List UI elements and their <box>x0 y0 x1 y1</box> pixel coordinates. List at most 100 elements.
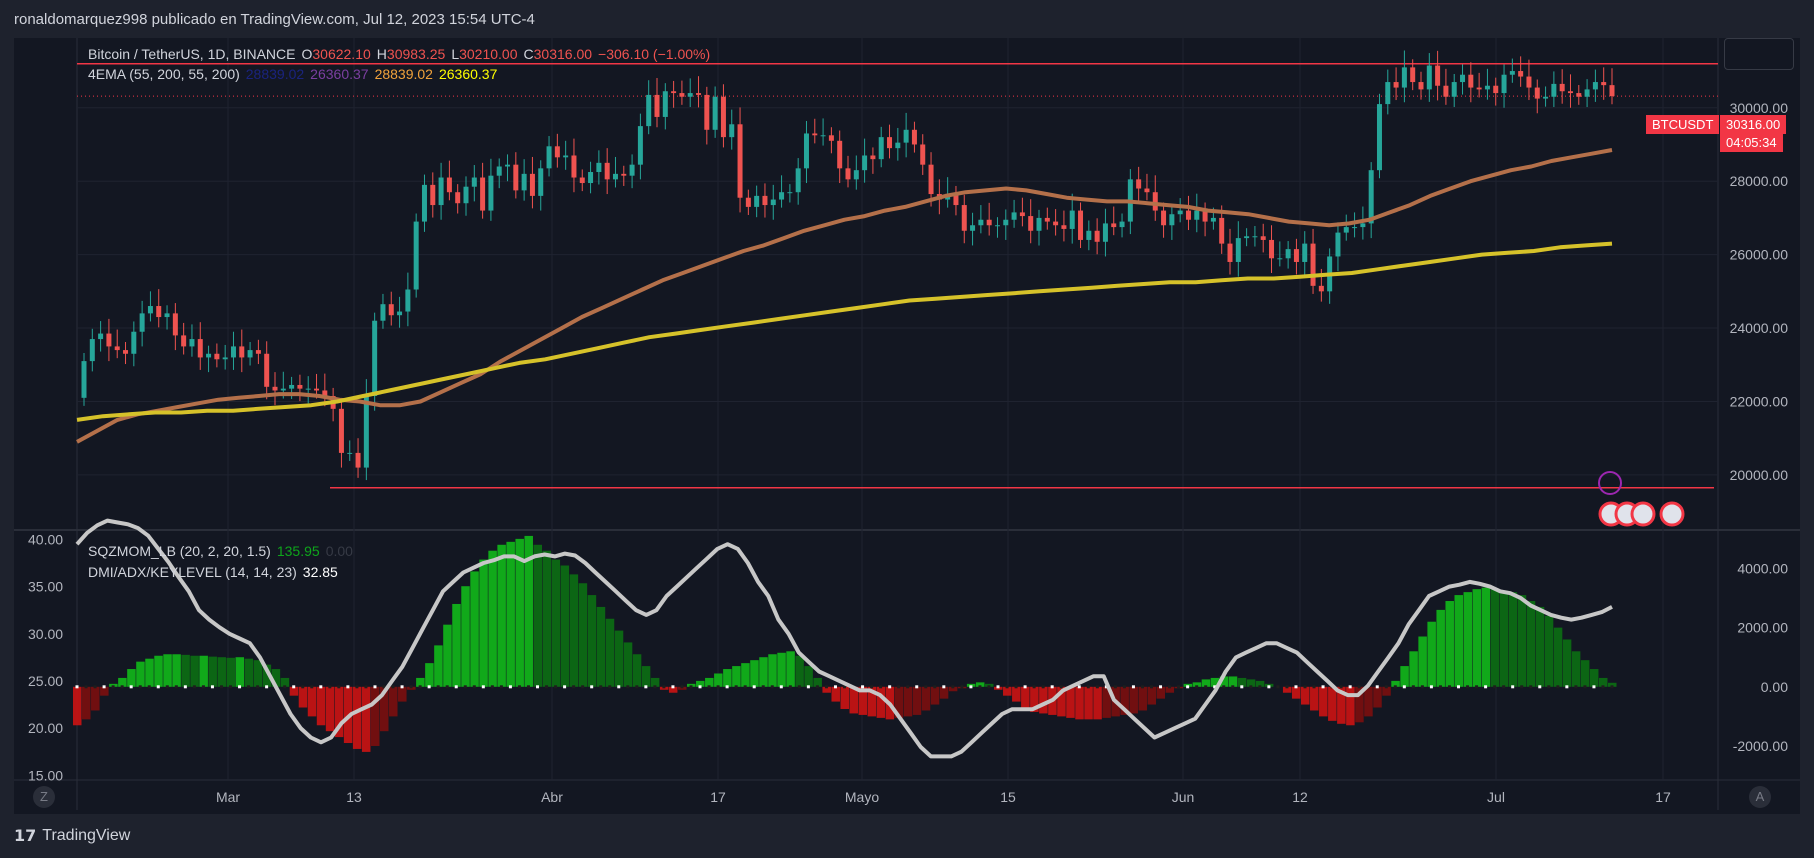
sqz-bar <box>1210 677 1220 687</box>
dmi-label[interactable]: DMI/ADX/KEYLEVEL (14, 14, 23) <box>88 564 297 580</box>
candle-body <box>1244 236 1250 239</box>
x-tick-label: Mayo <box>845 789 879 805</box>
candle-body <box>1484 85 1490 90</box>
squeeze-dot <box>572 685 576 689</box>
squeeze-dot <box>192 685 196 689</box>
squeeze-dot <box>93 685 97 689</box>
squeeze-dot <box>1393 685 1397 689</box>
sqz-bar <box>768 654 777 687</box>
sqz-bar <box>786 651 795 687</box>
squeeze-dot <box>969 685 973 689</box>
sqz-bar <box>1246 679 1256 687</box>
sqz-bar <box>551 559 561 687</box>
candle-body <box>1509 71 1515 75</box>
candle-body <box>98 333 104 340</box>
sqz-bar <box>1499 590 1509 687</box>
sqz-bar <box>714 673 723 687</box>
low-value: 30210.00 <box>459 46 518 62</box>
squeeze-dot <box>436 685 440 689</box>
sqz-bar <box>813 677 822 687</box>
candle-body <box>189 339 195 347</box>
top-right-button[interactable] <box>1724 38 1794 70</box>
candle-body <box>1335 232 1341 257</box>
candle-body <box>1543 96 1549 99</box>
auto-scale-button[interactable]: A <box>1749 786 1771 808</box>
sqz-bar <box>840 686 849 709</box>
squeeze-dot <box>635 685 639 689</box>
squeeze-dot <box>355 685 359 689</box>
candle-body <box>1260 236 1266 240</box>
sqz-label[interactable]: SQZMOM_LB (20, 2, 20, 1.5) <box>88 543 271 559</box>
squeeze-dot <box>644 685 648 689</box>
sqz-bar <box>1463 592 1473 687</box>
sqz-bar <box>1129 686 1138 714</box>
c-label: C <box>523 46 534 62</box>
candle-body <box>1584 89 1590 97</box>
sqz-bar <box>307 686 317 717</box>
sqz-bar <box>939 686 949 699</box>
squeeze-dot <box>1267 685 1271 689</box>
squeeze-dot <box>129 685 133 689</box>
candle-body <box>114 346 120 351</box>
candle-body <box>1592 82 1598 90</box>
squeeze-dot <box>301 685 305 689</box>
candle-body <box>147 306 153 314</box>
candle-body <box>421 184 427 222</box>
squeeze-dot <box>292 685 296 689</box>
candle-body <box>1534 87 1540 99</box>
publish-line: ronaldomarquez998 publicado en TradingVi… <box>14 11 535 28</box>
squeeze-dot <box>1113 685 1117 689</box>
sqz-bar <box>82 686 91 720</box>
sqz-bar <box>587 595 597 687</box>
squeeze-dot <box>1375 685 1379 689</box>
sqz-bar <box>1526 601 1536 687</box>
squeeze-dot <box>1420 685 1424 689</box>
candle-body <box>413 221 419 290</box>
candle-body <box>405 289 411 312</box>
sqz-bar <box>163 654 172 687</box>
squeeze-dot <box>319 685 323 689</box>
countdown-tag: 04:05:34 <box>1720 133 1783 152</box>
candle-body <box>604 162 610 180</box>
candle-body <box>480 177 486 211</box>
sqz-bar <box>1364 686 1373 717</box>
us-flag-event-icon <box>1659 501 1685 527</box>
candle-body <box>795 168 801 193</box>
sqz-bar <box>1066 686 1075 718</box>
squeeze-dot <box>1601 685 1605 689</box>
candle-body <box>239 346 245 358</box>
squeeze-dot <box>1411 685 1415 689</box>
candle-body <box>372 320 378 396</box>
candle-body <box>1003 219 1009 226</box>
zoom-reset-button[interactable]: Z <box>33 786 55 808</box>
symbol-title[interactable]: Bitcoin / TetherUS, 1D, BINANCE <box>88 46 296 62</box>
squeeze-dot <box>915 685 919 689</box>
tradingview-footer[interactable]: 17 TradingView <box>14 826 130 845</box>
ema-label[interactable]: 4EMA (55, 200, 55, 200) <box>88 66 240 82</box>
dmi-legend: DMI/ADX/KEYLEVEL (14, 14, 23) 32.85 <box>88 564 344 580</box>
sqz-bar <box>723 669 732 687</box>
sqz-bar <box>632 654 642 687</box>
candle-body <box>1219 217 1225 244</box>
dmi-tick-label: 20.00 <box>28 720 63 736</box>
sqz-bar <box>73 686 82 726</box>
squeeze-dot <box>1168 685 1172 689</box>
squeeze-dot <box>156 685 160 689</box>
candle-body <box>853 170 859 180</box>
candle-body <box>1501 74 1507 94</box>
sqz-bar <box>380 686 389 732</box>
squeeze-dot <box>1131 685 1135 689</box>
squeeze-dot <box>734 685 738 689</box>
candle-body <box>89 339 95 362</box>
candle-body <box>654 94 660 117</box>
squeeze-dot <box>1402 685 1406 689</box>
sqz-bar <box>1237 677 1247 687</box>
candle-body <box>538 168 544 196</box>
candle-body <box>1460 74 1466 83</box>
candle-body <box>380 304 386 321</box>
squeeze-dot <box>1150 685 1153 689</box>
candle-body <box>1011 212 1017 220</box>
l-label: L <box>451 46 460 62</box>
squeeze-dot <box>1050 685 1054 689</box>
